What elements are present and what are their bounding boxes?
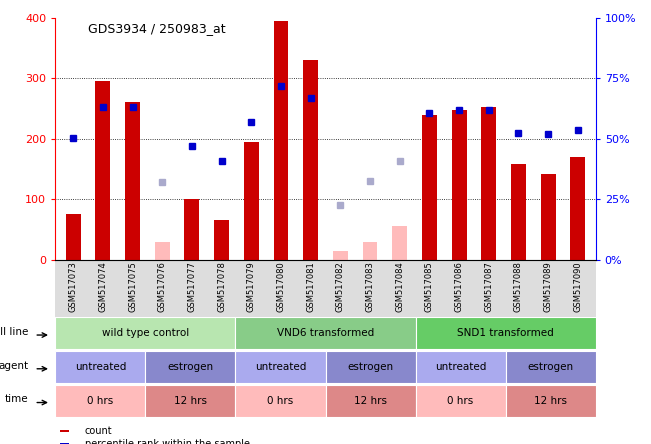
Text: estrogen: estrogen — [167, 362, 214, 372]
Bar — [273, 21, 288, 260]
Bar — [55, 317, 236, 349]
Text: 0 hrs: 0 hrs — [87, 396, 113, 406]
Text: untreated: untreated — [435, 362, 486, 372]
Bar — [303, 60, 318, 260]
Text: GDS3934 / 250983_at: GDS3934 / 250983_at — [88, 22, 225, 35]
Bar — [214, 220, 229, 260]
Bar — [541, 174, 555, 260]
Text: 12 hrs: 12 hrs — [354, 396, 387, 406]
Bar — [55, 385, 145, 417]
Bar — [236, 385, 326, 417]
Bar — [422, 115, 437, 260]
Bar — [60, 443, 70, 444]
Text: estrogen: estrogen — [348, 362, 394, 372]
Bar — [55, 351, 145, 383]
Text: estrogen: estrogen — [527, 362, 574, 372]
Bar — [506, 385, 596, 417]
Text: untreated: untreated — [75, 362, 126, 372]
Text: wild type control: wild type control — [102, 329, 189, 338]
Bar — [125, 103, 140, 260]
Text: untreated: untreated — [255, 362, 306, 372]
Bar — [481, 107, 496, 260]
Bar — [326, 351, 415, 383]
Bar — [333, 251, 348, 260]
Bar — [452, 110, 467, 260]
Text: SND1 transformed: SND1 transformed — [457, 329, 554, 338]
Bar — [145, 385, 236, 417]
Text: agent: agent — [0, 361, 29, 371]
Bar — [96, 81, 110, 260]
Bar — [236, 317, 415, 349]
Bar — [66, 214, 81, 260]
Bar — [570, 157, 585, 260]
Bar — [506, 351, 596, 383]
Bar — [511, 164, 526, 260]
Bar — [363, 242, 378, 260]
Text: VND6 transformed: VND6 transformed — [277, 329, 374, 338]
Bar — [236, 351, 326, 383]
Text: 12 hrs: 12 hrs — [534, 396, 567, 406]
Bar — [184, 199, 199, 260]
Bar — [415, 317, 596, 349]
Text: time: time — [5, 394, 29, 404]
Bar — [415, 351, 506, 383]
Text: 0 hrs: 0 hrs — [447, 396, 474, 406]
Bar — [145, 351, 236, 383]
Bar — [244, 142, 258, 260]
Bar — [393, 226, 407, 260]
Text: count: count — [85, 426, 113, 436]
Text: cell line: cell line — [0, 327, 29, 337]
Bar — [155, 242, 170, 260]
Bar — [415, 385, 506, 417]
Bar — [326, 385, 415, 417]
Text: 0 hrs: 0 hrs — [268, 396, 294, 406]
Text: 12 hrs: 12 hrs — [174, 396, 207, 406]
Bar — [60, 430, 70, 432]
Text: percentile rank within the sample: percentile rank within the sample — [85, 439, 250, 444]
